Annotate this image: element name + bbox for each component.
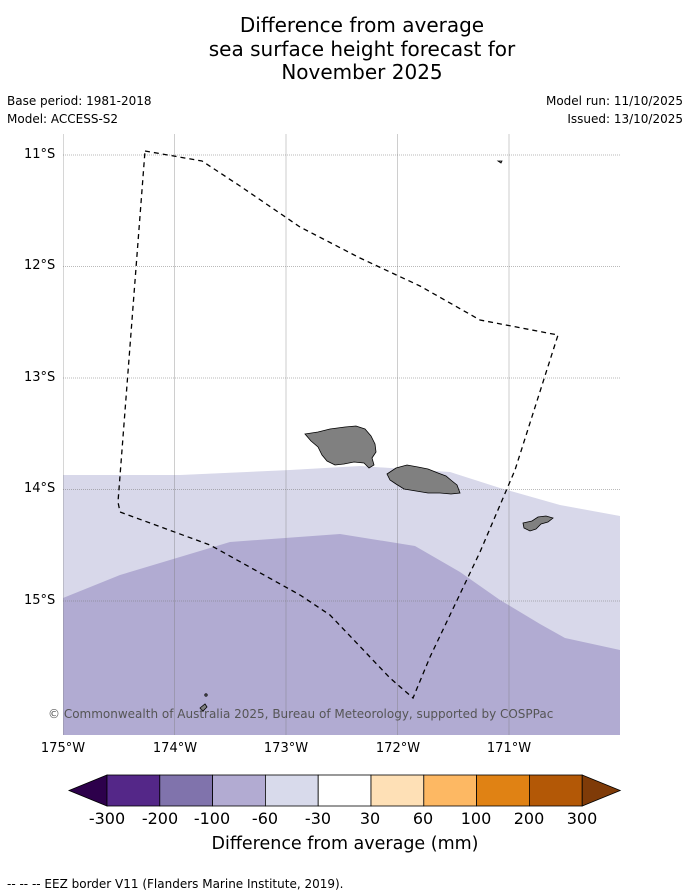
colorbar-arrow-high — [581, 774, 622, 807]
colorbar-tick: 30 — [359, 809, 381, 828]
lat-label-14s: 14°S — [24, 481, 56, 496]
copyright-notice: © Commonwealth of Australia 2025, Bureau… — [48, 707, 554, 721]
island-tutuila — [522, 515, 554, 532]
island-small-south — [199, 703, 208, 712]
lon-label-173w: 173°W — [263, 741, 309, 756]
map-title: Difference from average sea surface heig… — [0, 13, 690, 85]
lon-label-175w: 175°W — [40, 741, 86, 756]
model-name: Model: ACCESS-S2 — [7, 112, 119, 126]
colorbar-segment — [476, 774, 530, 807]
gridlines — [63, 134, 620, 735]
colorbar-segment — [212, 774, 266, 807]
island-savaii — [304, 425, 377, 469]
base-period: Base period: 1981-2018 — [7, 94, 152, 108]
title-line-3: November 2025 — [281, 60, 443, 84]
colorbar-segment — [423, 774, 477, 807]
lat-label-15s: 15°S — [24, 593, 56, 608]
land-masses — [199, 160, 554, 712]
lat-label-13s: 13°S — [24, 370, 56, 385]
colorbar — [67, 774, 622, 807]
colorbar-tick: 300 — [566, 809, 598, 828]
lon-label-171w: 171°W — [486, 741, 532, 756]
colorbar-label: Difference from average (mm) — [211, 834, 479, 854]
colorbar-segment — [529, 774, 583, 807]
colorbar-tick: -60 — [251, 809, 279, 828]
lon-label-174w: 174°W — [152, 741, 198, 756]
colorbar-tick: 100 — [460, 809, 492, 828]
islet-south — [204, 693, 208, 697]
colorbar-segment — [317, 774, 372, 807]
title-line-1: Difference from average — [239, 13, 485, 37]
colorbar-tick: -30 — [304, 809, 332, 828]
colorbar-segment — [159, 774, 214, 807]
lat-label-12s: 12°S — [24, 258, 56, 273]
colorbar-arrow-low — [67, 774, 108, 807]
colorbar-tick: -300 — [88, 809, 126, 828]
eez-legend-note: -- -- -- EEZ border V11 (Flanders Marine… — [7, 877, 344, 891]
colorbar-tick: 60 — [412, 809, 434, 828]
title-line-2: sea surface height forecast for — [208, 36, 516, 61]
colorbar-segment — [264, 774, 319, 807]
map-area — [63, 134, 620, 735]
anomaly-band-medium — [63, 534, 620, 735]
lon-label-172w: 172°W — [375, 741, 421, 756]
island-upolu — [386, 464, 461, 495]
colorbar-tick: -200 — [141, 809, 179, 828]
island-small-north — [496, 160, 503, 164]
colorbar-tick: -100 — [193, 809, 231, 828]
model-run: Model run: 11/10/2025 — [545, 94, 683, 108]
issued-date: Issued: 13/10/2025 — [567, 112, 683, 126]
colorbar-tick: 200 — [513, 809, 545, 828]
colorbar-segment — [370, 774, 425, 807]
lat-label-11s: 11°S — [24, 147, 56, 162]
colorbar-segment — [106, 774, 161, 807]
